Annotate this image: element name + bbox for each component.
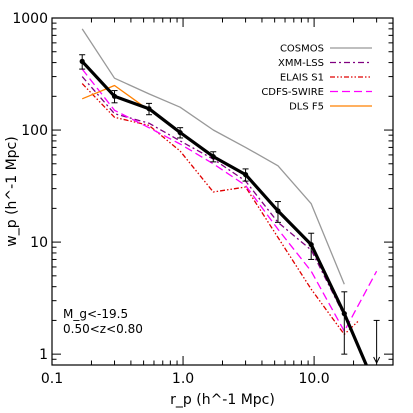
y-tick-label: 1 [39,347,48,363]
x-tick-label: 0.1 [41,371,63,387]
series-line-elais-s1 [81,83,360,336]
y-tick-label: 100 [21,123,48,139]
data-point [111,93,118,99]
y-tick-label: 10 [30,235,48,251]
data-point [79,58,85,64]
series-line-dls-f5 [81,84,150,111]
series-line-cosmos [81,28,345,285]
legend-label: DLS F5 [289,102,324,113]
legend-label: ELAIS S1 [280,73,324,84]
legend-label: CDFS-SWIRE [261,87,324,98]
legend-label: XMM-LSS [278,58,324,69]
y-tick-label: 1000 [12,11,48,27]
series-line-measured [81,60,368,365]
tick-label-layer: 0.1 1.0 10.0 1 10 100 1000 [12,11,329,387]
legend: COSMOS XMM-LSS ELAIS S1 CDFS-SWIRE DLS F5 [261,44,372,113]
data-point [275,208,281,214]
series-line-cdfs-swire [81,68,378,332]
legend-label: COSMOS [280,44,324,55]
series-layer [81,28,378,365]
data-point [146,106,152,112]
tick-layer [51,17,394,366]
x-axis-title: r_p (h^-1 Mpc) [170,392,275,408]
data-point [341,311,347,317]
data-point [177,129,183,136]
y-axis-title: w_p (h^-1 Mpc) [4,136,20,246]
annotation-redshift: 0.50<z<0.80 [63,322,143,336]
data-point [210,153,216,160]
x-tick-label: 1.0 [172,371,194,387]
data-point [242,172,249,178]
data-point [308,241,314,248]
upper-limit-arrow [373,319,381,365]
annotation-magnitude: M_g<-19.5 [63,307,128,321]
error-bar [341,291,348,355]
x-tick-label: 10.0 [299,371,330,387]
errorbar-layer [79,54,381,365]
